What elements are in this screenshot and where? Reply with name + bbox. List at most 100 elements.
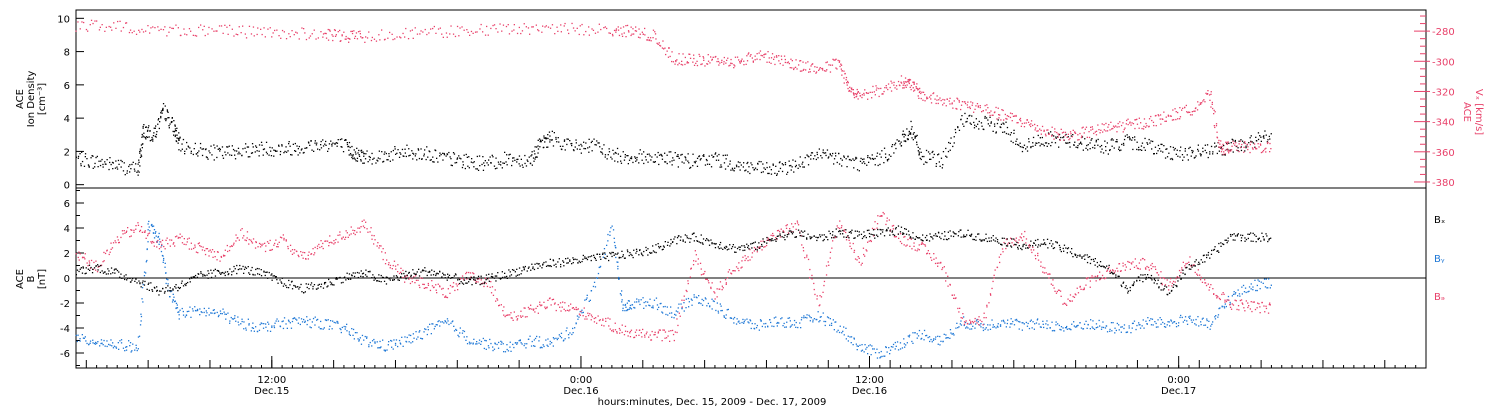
- data-point: [856, 95, 858, 97]
- data-point: [632, 28, 634, 30]
- data-point: [827, 261, 829, 263]
- data-point: [237, 153, 239, 155]
- data-point: [624, 303, 627, 306]
- data-point: [350, 233, 352, 235]
- data-point: [685, 289, 687, 292]
- data-point: [230, 245, 233, 247]
- data-point: [567, 334, 570, 336]
- data-point: [1138, 324, 1140, 326]
- data-point: [853, 94, 855, 96]
- data-point: [1267, 139, 1269, 141]
- data-point: [741, 321, 743, 324]
- data-point: [940, 340, 942, 342]
- data-point: [312, 248, 314, 250]
- data-point: [375, 40, 378, 42]
- data-point: [259, 323, 261, 326]
- data-point: [141, 133, 143, 136]
- data-point: [1039, 137, 1041, 139]
- data-point: [652, 305, 654, 307]
- data-point: [350, 226, 352, 228]
- data-point: [975, 105, 977, 107]
- data-point: [324, 240, 326, 242]
- data-point: [1241, 293, 1243, 295]
- data-point: [1077, 145, 1079, 147]
- data-point: [411, 281, 413, 283]
- data-point: [1067, 298, 1069, 300]
- data-point: [675, 60, 677, 63]
- data-point: [264, 242, 266, 244]
- data-point: [1125, 266, 1127, 268]
- data-point: [1140, 259, 1142, 261]
- data-point: [82, 337, 85, 339]
- data-point: [162, 29, 165, 31]
- data-point: [765, 322, 767, 325]
- data-point: [534, 153, 536, 155]
- data-point: [1057, 323, 1059, 325]
- data-point: [361, 220, 363, 222]
- data-point: [262, 243, 264, 245]
- data-point: [554, 33, 556, 35]
- data-point: [1159, 317, 1161, 319]
- data-point: [735, 323, 738, 325]
- data-point: [377, 242, 379, 244]
- date-tick-label: Dec.16: [563, 386, 598, 397]
- data-point: [1050, 145, 1052, 147]
- data-point: [749, 320, 752, 322]
- data-point: [1010, 140, 1012, 142]
- data-point: [1051, 330, 1054, 332]
- data-point: [445, 295, 447, 297]
- data-point: [1206, 318, 1208, 320]
- data-point: [371, 345, 373, 347]
- data-point: [170, 290, 172, 293]
- data-point: [333, 240, 335, 242]
- data-point: [729, 64, 731, 66]
- data-point: [293, 252, 295, 254]
- data-point: [457, 289, 459, 291]
- data-point: [290, 250, 292, 252]
- data-point: [97, 166, 99, 168]
- data-point: [706, 63, 709, 65]
- data-point: [537, 139, 539, 141]
- data-point: [1147, 317, 1149, 319]
- data-point: [328, 242, 330, 244]
- data-point: [794, 166, 797, 168]
- data-point: [233, 35, 235, 37]
- data-point: [840, 68, 842, 70]
- data-point: [169, 26, 171, 29]
- data-point: [1200, 324, 1202, 326]
- data-point: [836, 161, 838, 164]
- data-point: [719, 62, 721, 64]
- data-point: [1257, 143, 1259, 145]
- data-point: [84, 336, 86, 338]
- data-point: [1002, 109, 1004, 112]
- data-point: [1221, 305, 1223, 307]
- data-point: [890, 155, 892, 157]
- data-point: [298, 38, 300, 40]
- data-point: [363, 153, 365, 155]
- data-point: [863, 92, 865, 95]
- data-point: [791, 324, 793, 326]
- data-point: [79, 153, 81, 155]
- data-point: [1238, 143, 1240, 145]
- data-point: [938, 161, 940, 163]
- data-point: [786, 173, 788, 175]
- data-point: [616, 261, 618, 263]
- data-point: [1197, 101, 1199, 103]
- data-point: [84, 153, 87, 155]
- data-point: [146, 248, 148, 251]
- data-point: [1238, 140, 1240, 142]
- data-point: [142, 127, 144, 129]
- data-point: [484, 277, 487, 279]
- data-point: [220, 256, 223, 258]
- data-point: [203, 307, 205, 310]
- data-point: [1014, 319, 1016, 321]
- data-point: [689, 276, 691, 278]
- data-point: [213, 144, 215, 146]
- data-point: [115, 346, 117, 348]
- data-point: [984, 115, 986, 118]
- data-point: [587, 314, 590, 317]
- data-point: [686, 61, 688, 63]
- data-point: [800, 234, 802, 237]
- data-point: [125, 22, 128, 24]
- data-point: [166, 110, 169, 112]
